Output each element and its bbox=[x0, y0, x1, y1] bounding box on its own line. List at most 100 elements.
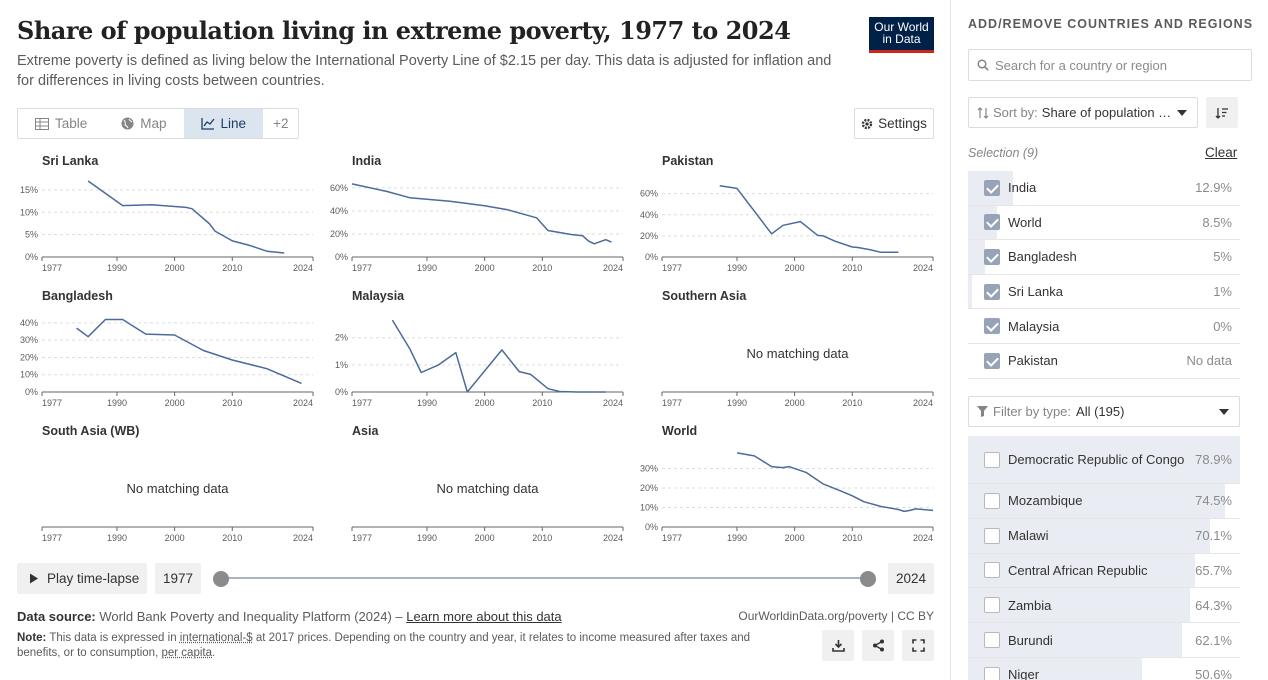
selected-row[interactable]: Pakistan No data bbox=[968, 344, 1240, 379]
owid-logo[interactable]: Our World in Data bbox=[869, 17, 934, 53]
x-tick-label: 2010 bbox=[532, 533, 552, 543]
x-tick-label: 2000 bbox=[785, 263, 805, 273]
clear-selection-button[interactable]: Clear bbox=[1205, 145, 1238, 160]
x-tick-label: 2010 bbox=[842, 533, 862, 543]
entity-row[interactable]: Democratic Republic of Congo 78.9% bbox=[968, 436, 1240, 484]
no-data-message: No matching data bbox=[747, 346, 850, 361]
entity-name: World bbox=[1008, 214, 1042, 230]
value-bar bbox=[968, 518, 1210, 553]
download-button[interactable] bbox=[822, 630, 854, 661]
search-input[interactable] bbox=[995, 57, 1235, 73]
checkbox[interactable] bbox=[984, 492, 1000, 509]
international-dollar-term[interactable]: international-$ bbox=[179, 632, 253, 644]
attribution[interactable]: OurWorldinData.org/poverty | CC BY bbox=[738, 609, 934, 623]
x-tick-label: 2000 bbox=[785, 398, 805, 408]
x-tick-label: 2000 bbox=[475, 533, 495, 543]
line-chart-icon bbox=[200, 117, 215, 130]
play-timelapse-button[interactable]: Play time-lapse bbox=[17, 563, 147, 594]
selected-row[interactable]: Bangladesh 5% bbox=[968, 240, 1240, 275]
y-tick-label: 40% bbox=[330, 206, 348, 216]
timeline-slider[interactable] bbox=[221, 577, 868, 579]
entity-row[interactable]: Niger 50.6% bbox=[968, 657, 1240, 680]
entity-row[interactable]: Malawi 70.1% bbox=[968, 518, 1240, 554]
entity-value: No data bbox=[1186, 353, 1232, 369]
end-year-label[interactable]: 2024 bbox=[888, 563, 934, 594]
x-tick-label: 2024 bbox=[603, 263, 623, 273]
x-tick-label: 1990 bbox=[727, 533, 747, 543]
entity-name: Pakistan bbox=[1008, 353, 1058, 369]
timeline-start-handle[interactable] bbox=[213, 571, 229, 587]
y-tick-label: 10% bbox=[20, 207, 38, 217]
x-tick-label: 1990 bbox=[417, 533, 437, 543]
value-bar bbox=[968, 484, 1225, 518]
search-box[interactable] bbox=[968, 49, 1252, 81]
checkbox[interactable] bbox=[984, 248, 1000, 265]
y-tick-label: 60% bbox=[330, 183, 348, 193]
sort-dropdown[interactable]: Sort by: Share of population i... bbox=[968, 97, 1198, 128]
checkbox[interactable] bbox=[984, 562, 1000, 579]
checkbox[interactable] bbox=[984, 318, 1000, 335]
panel-title: Malaysia bbox=[352, 289, 405, 303]
selected-row[interactable]: World 8.5% bbox=[968, 205, 1240, 241]
chart-subtitle: Extreme poverty is defined as living bel… bbox=[17, 53, 832, 89]
entity-row[interactable]: Central African Republic 65.7% bbox=[968, 553, 1240, 589]
entity-row[interactable]: Burundi 62.1% bbox=[968, 623, 1240, 658]
series-line bbox=[391, 319, 606, 393]
entity-name: Burundi bbox=[1008, 632, 1053, 648]
x-tick-label: 1990 bbox=[107, 533, 127, 543]
download-icon bbox=[831, 640, 845, 652]
x-tick-label: 1990 bbox=[417, 263, 437, 273]
x-tick-label: 1977 bbox=[352, 263, 372, 273]
checkbox[interactable] bbox=[984, 179, 1000, 196]
checkbox[interactable] bbox=[984, 632, 1000, 649]
type-filter-dropdown[interactable]: Filter by type: All (195) bbox=[968, 396, 1240, 427]
share-button[interactable] bbox=[862, 630, 894, 661]
checkbox[interactable] bbox=[984, 666, 1000, 680]
value-bar bbox=[968, 274, 972, 309]
play-icon bbox=[30, 573, 38, 584]
share-icon bbox=[872, 639, 884, 652]
chart-note: Note: This data is expressed in internat… bbox=[17, 632, 751, 659]
y-tick-label: 0% bbox=[335, 387, 348, 397]
series-line bbox=[76, 318, 302, 385]
learn-more-link[interactable]: Learn more about this data bbox=[406, 609, 562, 624]
entity-value: 62.1% bbox=[1195, 632, 1232, 648]
checkbox[interactable] bbox=[984, 283, 1000, 300]
selected-row[interactable]: Malaysia 0% bbox=[968, 309, 1240, 344]
value-bar bbox=[968, 436, 1240, 483]
tab-more[interactable]: +2 bbox=[273, 116, 289, 131]
y-tick-label: 20% bbox=[330, 229, 348, 239]
tab-line[interactable]: Line bbox=[183, 109, 264, 138]
sort-descending-icon bbox=[1215, 107, 1228, 119]
x-tick-label: 1990 bbox=[727, 398, 747, 408]
selected-row[interactable]: India 12.9% bbox=[968, 171, 1240, 206]
per-capita-term[interactable]: per capita bbox=[161, 647, 212, 659]
fullscreen-button[interactable] bbox=[902, 630, 934, 661]
x-tick-label: 2010 bbox=[842, 398, 862, 408]
tab-map[interactable]: Map bbox=[104, 109, 183, 138]
checkbox[interactable] bbox=[984, 527, 1000, 544]
checkbox[interactable] bbox=[984, 352, 1000, 369]
chart-panel: Share of population living in extreme po… bbox=[17, 16, 934, 661]
checkbox[interactable] bbox=[984, 214, 1000, 231]
sort-direction-button[interactable] bbox=[1206, 97, 1238, 128]
panel-title: Bangladesh bbox=[42, 289, 113, 303]
start-year-label[interactable]: 1977 bbox=[155, 563, 201, 594]
checkbox[interactable] bbox=[984, 451, 1000, 468]
x-tick-label: 2010 bbox=[222, 263, 242, 273]
selected-row[interactable]: Sri Lanka 1% bbox=[968, 274, 1240, 310]
x-tick-label: 1990 bbox=[417, 398, 437, 408]
entity-row[interactable]: Zambia 64.3% bbox=[968, 588, 1240, 624]
x-tick-label: 2024 bbox=[913, 398, 933, 408]
y-tick-label: 40% bbox=[640, 210, 658, 220]
x-tick-label: 1977 bbox=[42, 533, 62, 543]
entity-value: 50.6% bbox=[1195, 667, 1232, 680]
tab-table[interactable]: Table bbox=[18, 109, 104, 138]
settings-button[interactable]: Settings bbox=[854, 108, 934, 139]
entity-name: Zambia bbox=[1008, 597, 1052, 613]
entity-row[interactable]: Mozambique 74.5% bbox=[968, 484, 1240, 519]
checkbox[interactable] bbox=[984, 597, 1000, 614]
x-tick-label: 2000 bbox=[475, 398, 495, 408]
y-tick-label: 20% bbox=[640, 483, 658, 493]
timeline-end-handle[interactable] bbox=[860, 571, 876, 587]
